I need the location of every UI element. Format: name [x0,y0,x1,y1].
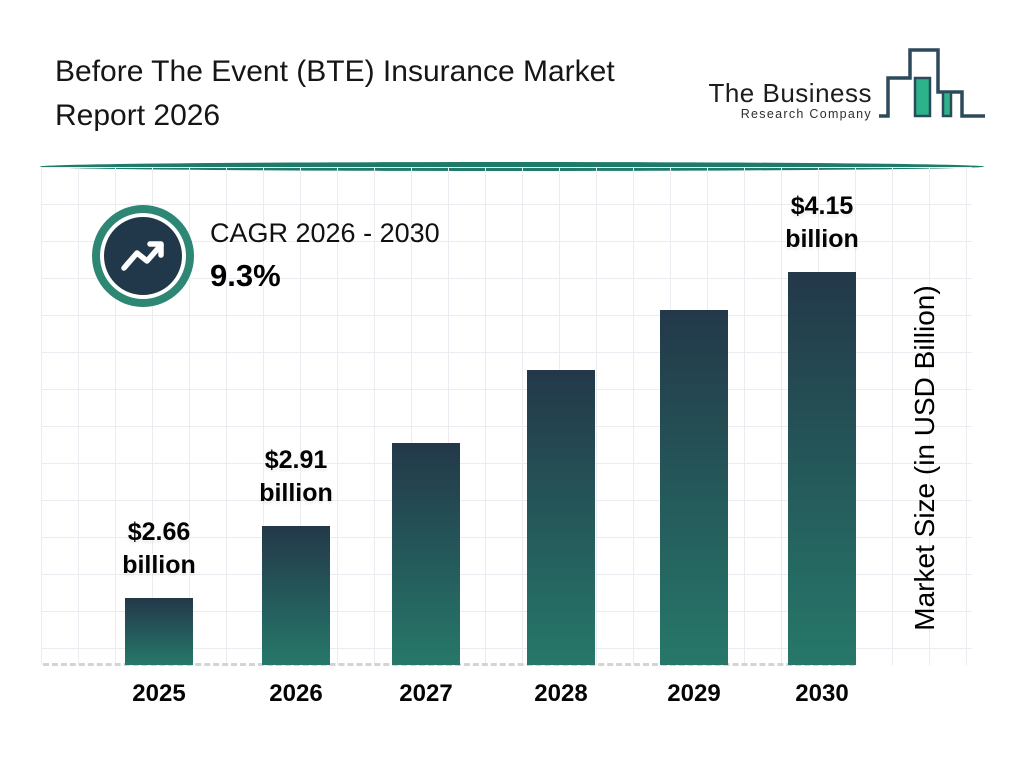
cagr-value: 9.3% [210,258,281,293]
x-tick-2026: 2026 [269,680,323,707]
x-tick-2027: 2027 [399,680,453,707]
x-tick-2030: 2030 [795,680,849,707]
divider [40,158,985,171]
page-title: Before The Event (BTE) Insurance Market … [55,50,715,138]
company-subtitle: Research Company [740,107,872,121]
company-name: The Business [708,78,872,108]
value-amount: $4.15 [790,192,854,220]
value-label-2025: $2.66 billion [74,516,244,582]
x-tick-2029: 2029 [667,680,721,707]
value-amount: $2.66 [127,518,191,546]
bar-2027 [392,443,460,665]
company-logo-text: The Business Research Company [708,79,872,127]
bar-2029 [660,310,728,665]
cagr-badge-face [100,213,186,299]
bar-2025 [125,598,193,665]
trending-up-icon [115,228,171,285]
x-tick-2025: 2025 [132,680,186,707]
value-unit: billion [122,551,196,579]
page-title-line1: Before The Event (BTE) Insurance Market [55,55,615,88]
bar-chart-logo-icon [876,42,988,127]
value-label-2030: $4.15 billion [737,190,907,256]
page-title-line2: Report 2026 [55,99,221,132]
bar-2030 [788,272,856,665]
bar-2028 [527,370,595,665]
value-label-2026: $2.91 billion [211,444,381,510]
value-unit: billion [785,225,859,253]
cagr-period-label: CAGR 2026 - 2030 [210,218,440,248]
cagr-callout: CAGR 2026 - 2030 9.3% [210,218,440,294]
y-axis-label: Market Size (in USD Billion) [909,285,940,631]
bar-2026 [262,526,330,665]
cagr-badge [92,205,194,307]
x-tick-2028: 2028 [534,680,588,707]
company-logo: The Business Research Company [708,42,988,127]
value-amount: $2.91 [264,446,328,474]
value-unit: billion [259,479,333,507]
